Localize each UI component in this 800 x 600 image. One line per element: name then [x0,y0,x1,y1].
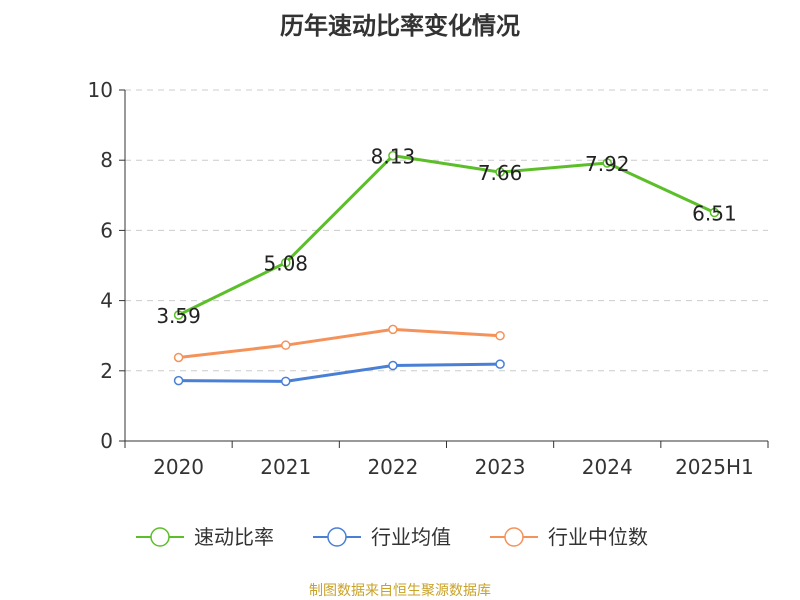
y-tick-label: 0 [100,429,113,453]
data-label: 3.59 [156,304,201,328]
data-point [495,330,505,341]
data-label: 5.08 [263,252,308,276]
data-source-note: 制图数据来自恒生聚源数据库 [309,583,491,599]
x-tick-label: 2025H1 [675,455,754,479]
x-tick-label: 2021 [260,455,311,479]
x-tick-label: 2024 [582,455,633,479]
data-point [388,324,398,335]
axes: 0 2 4 6 8 10 2020 2021 2022 2023 2024 2025H1 [88,78,769,479]
y-tick-label: 8 [100,148,113,172]
y-tick-label: 2 [100,359,113,383]
data-point [709,207,720,218]
legend-label: 行业中位数 [548,525,648,549]
series-line [178,327,501,359]
data-point [495,167,505,177]
data-point [495,359,505,369]
series-line [178,362,501,383]
legend-marker [504,527,524,547]
y-tick-label: 10 [88,78,113,102]
chart-title: 历年速动比率变化情况 [280,12,520,40]
legend-item[interactable]: 行业中位数 [490,525,648,549]
y-tick-label: 6 [100,218,113,242]
data-point [388,360,398,371]
legend-item[interactable]: 行业均值 [313,525,451,549]
data-point [173,310,184,320]
data-point [173,352,184,363]
data-label: 7.66 [478,161,523,185]
data-point [388,150,398,161]
data-point [281,257,291,268]
data-point [173,375,184,386]
data-labels: 3.59 5.08 8.13 7.66 7.92 6.51 [156,145,736,328]
legend-item[interactable]: 速动比率 [136,525,274,549]
data-label: 7.92 [585,152,630,176]
grid-lines [125,89,768,372]
data-point [602,158,612,168]
data-label: 8.13 [371,145,416,169]
legend-marker [150,527,170,547]
data-point [281,376,291,387]
data-label: 6.51 [692,201,737,225]
x-tick-label: 2023 [475,455,526,479]
y-tick-label: 4 [100,289,113,313]
legend[interactable]: 速动比率 行业均值 行业中位数 [136,525,648,549]
data-point [281,340,291,350]
x-tick-label: 2022 [367,455,418,479]
x-tick-label: 2020 [153,455,204,479]
series-layer [173,150,720,387]
legend-label: 行业均值 [371,525,451,549]
series-line [177,154,716,317]
legend-marker [327,527,347,547]
legend-label: 速动比率 [194,525,274,549]
